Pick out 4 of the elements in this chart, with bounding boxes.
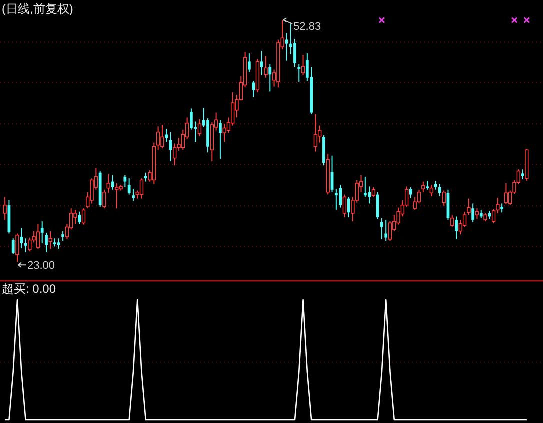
- chart-title: 超买: 0.00: [2, 282, 56, 296]
- chart-title: (日线,前复权): [2, 2, 74, 16]
- annotation: 23.00: [27, 260, 56, 272]
- annotation: 52.83: [294, 21, 322, 34]
